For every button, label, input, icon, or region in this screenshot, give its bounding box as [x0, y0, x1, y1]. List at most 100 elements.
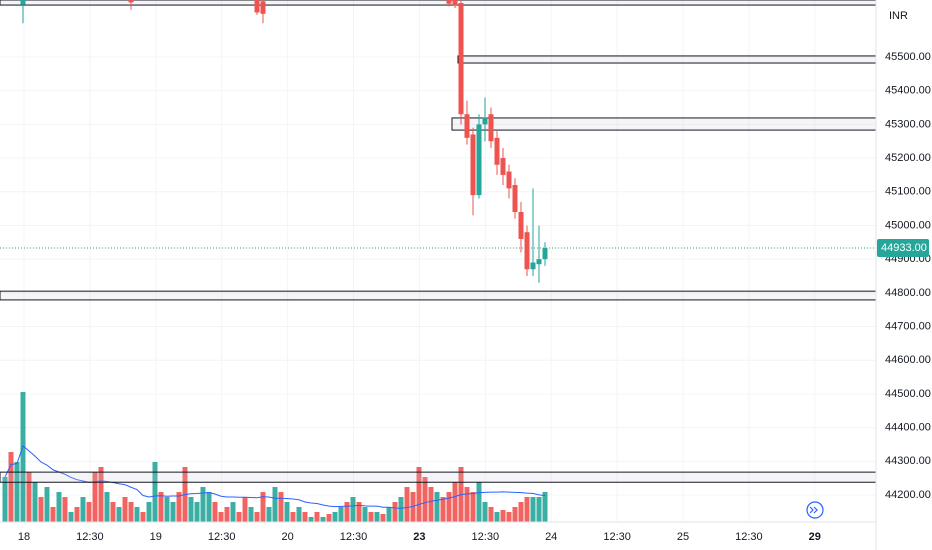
zone — [0, 290, 876, 301]
candle-body — [458, 3, 464, 115]
x-tick-label: 12:30 — [208, 531, 236, 543]
y-tick-label: 45500.00 — [885, 51, 931, 63]
volume-bar — [8, 452, 14, 522]
volume-bar — [158, 492, 164, 522]
candle-body — [20, 0, 26, 5]
volume-bar — [104, 492, 110, 522]
y-tick-label: 44400.00 — [885, 422, 931, 434]
volume-bar — [374, 512, 380, 522]
volume-bar — [524, 497, 530, 522]
volume-bar — [404, 487, 410, 522]
x-tick-label: 20 — [281, 531, 293, 543]
x-tick-label: 23 — [413, 531, 425, 543]
volume-bar — [446, 492, 452, 522]
x-tick-label: 25 — [677, 531, 689, 543]
volume-bar — [392, 502, 398, 522]
volume-bar — [98, 467, 104, 522]
volume-bar — [428, 487, 434, 522]
plot-area — [0, 0, 876, 522]
y-tick-label: 44200.00 — [885, 489, 931, 501]
volume-bar — [20, 392, 26, 522]
volume-bar — [314, 512, 320, 522]
volume-bar — [440, 497, 446, 522]
volume-bar — [230, 502, 236, 522]
last-price-badge — [877, 239, 929, 258]
candle-body — [500, 158, 506, 175]
y-tick-label: 44600.00 — [885, 354, 931, 366]
x-tick-label: 12:30 — [603, 531, 631, 543]
zone — [0, 0, 876, 6]
volume-bar — [344, 502, 350, 522]
volume-bar — [416, 467, 422, 522]
volume-ma — [4, 444, 546, 509]
candle-body — [518, 211, 524, 239]
volume-bar — [302, 512, 308, 522]
volume-bar — [110, 502, 116, 522]
x-tick-label: 12:30 — [472, 531, 500, 543]
candle-body — [254, 0, 260, 13]
volume-bar — [152, 462, 158, 522]
volume-bar — [272, 487, 278, 522]
candle-body — [470, 134, 476, 196]
y-tick-label: 45000.00 — [885, 219, 931, 231]
volume-bar — [140, 512, 146, 522]
volume-bar — [86, 502, 92, 522]
volume-bar — [68, 512, 74, 522]
candle-body — [476, 124, 482, 196]
volume-bar — [368, 512, 374, 522]
x-tick-label: 12:30 — [735, 531, 763, 543]
candle-body — [128, 0, 134, 3]
x-tick-label: 19 — [150, 531, 162, 543]
currency-label: INR — [889, 10, 908, 22]
candle-body — [530, 262, 536, 270]
volume-bar — [452, 482, 458, 522]
volume-bar — [32, 482, 38, 522]
candle-body — [482, 117, 488, 125]
x-tick-label: 29 — [809, 531, 821, 543]
volume-bar — [326, 514, 332, 522]
x-tick-label: 12:30 — [76, 531, 104, 543]
volume-bar — [386, 507, 392, 522]
volume-bar — [494, 512, 500, 522]
volume-bar — [500, 510, 506, 522]
volume-bar — [248, 507, 254, 522]
volume-bar — [224, 507, 230, 522]
volume-bar — [542, 492, 548, 522]
volume-bar — [14, 462, 20, 522]
y-tick-label: 45100.00 — [885, 186, 931, 198]
candle-body — [452, 0, 458, 6]
volume-bar — [80, 497, 86, 522]
volume-bar — [116, 507, 122, 522]
volume-bar — [476, 482, 482, 522]
x-tick-label: 24 — [545, 531, 557, 543]
volume-bar — [236, 512, 242, 522]
volume-bar — [134, 507, 140, 522]
zone — [451, 117, 876, 131]
volume-bar — [518, 502, 524, 522]
volume-bar — [212, 502, 218, 522]
last-price-label: 44933.00 — [881, 242, 927, 254]
volume-bar — [56, 492, 62, 522]
volume-bar — [254, 512, 260, 522]
volume-bar — [164, 497, 170, 522]
volume-bar — [308, 517, 314, 522]
zone — [0, 471, 876, 483]
volume-bar — [26, 472, 32, 522]
candle-body — [494, 137, 500, 165]
volume-bar — [44, 487, 50, 522]
volume-bar — [482, 502, 488, 522]
volume-bar — [278, 492, 284, 522]
volume-bar — [206, 492, 212, 522]
volume-bar — [92, 472, 98, 522]
volume-bar — [2, 477, 8, 522]
candle-body — [542, 248, 548, 260]
scroll-button[interactable] — [806, 501, 824, 519]
candle-body — [524, 232, 530, 270]
volume-bar — [38, 497, 44, 522]
volume-bar — [194, 502, 200, 522]
y-tick-label: 45200.00 — [885, 152, 931, 164]
volume-bar — [62, 497, 68, 522]
zone — [457, 55, 876, 64]
volume-bar — [530, 497, 536, 522]
